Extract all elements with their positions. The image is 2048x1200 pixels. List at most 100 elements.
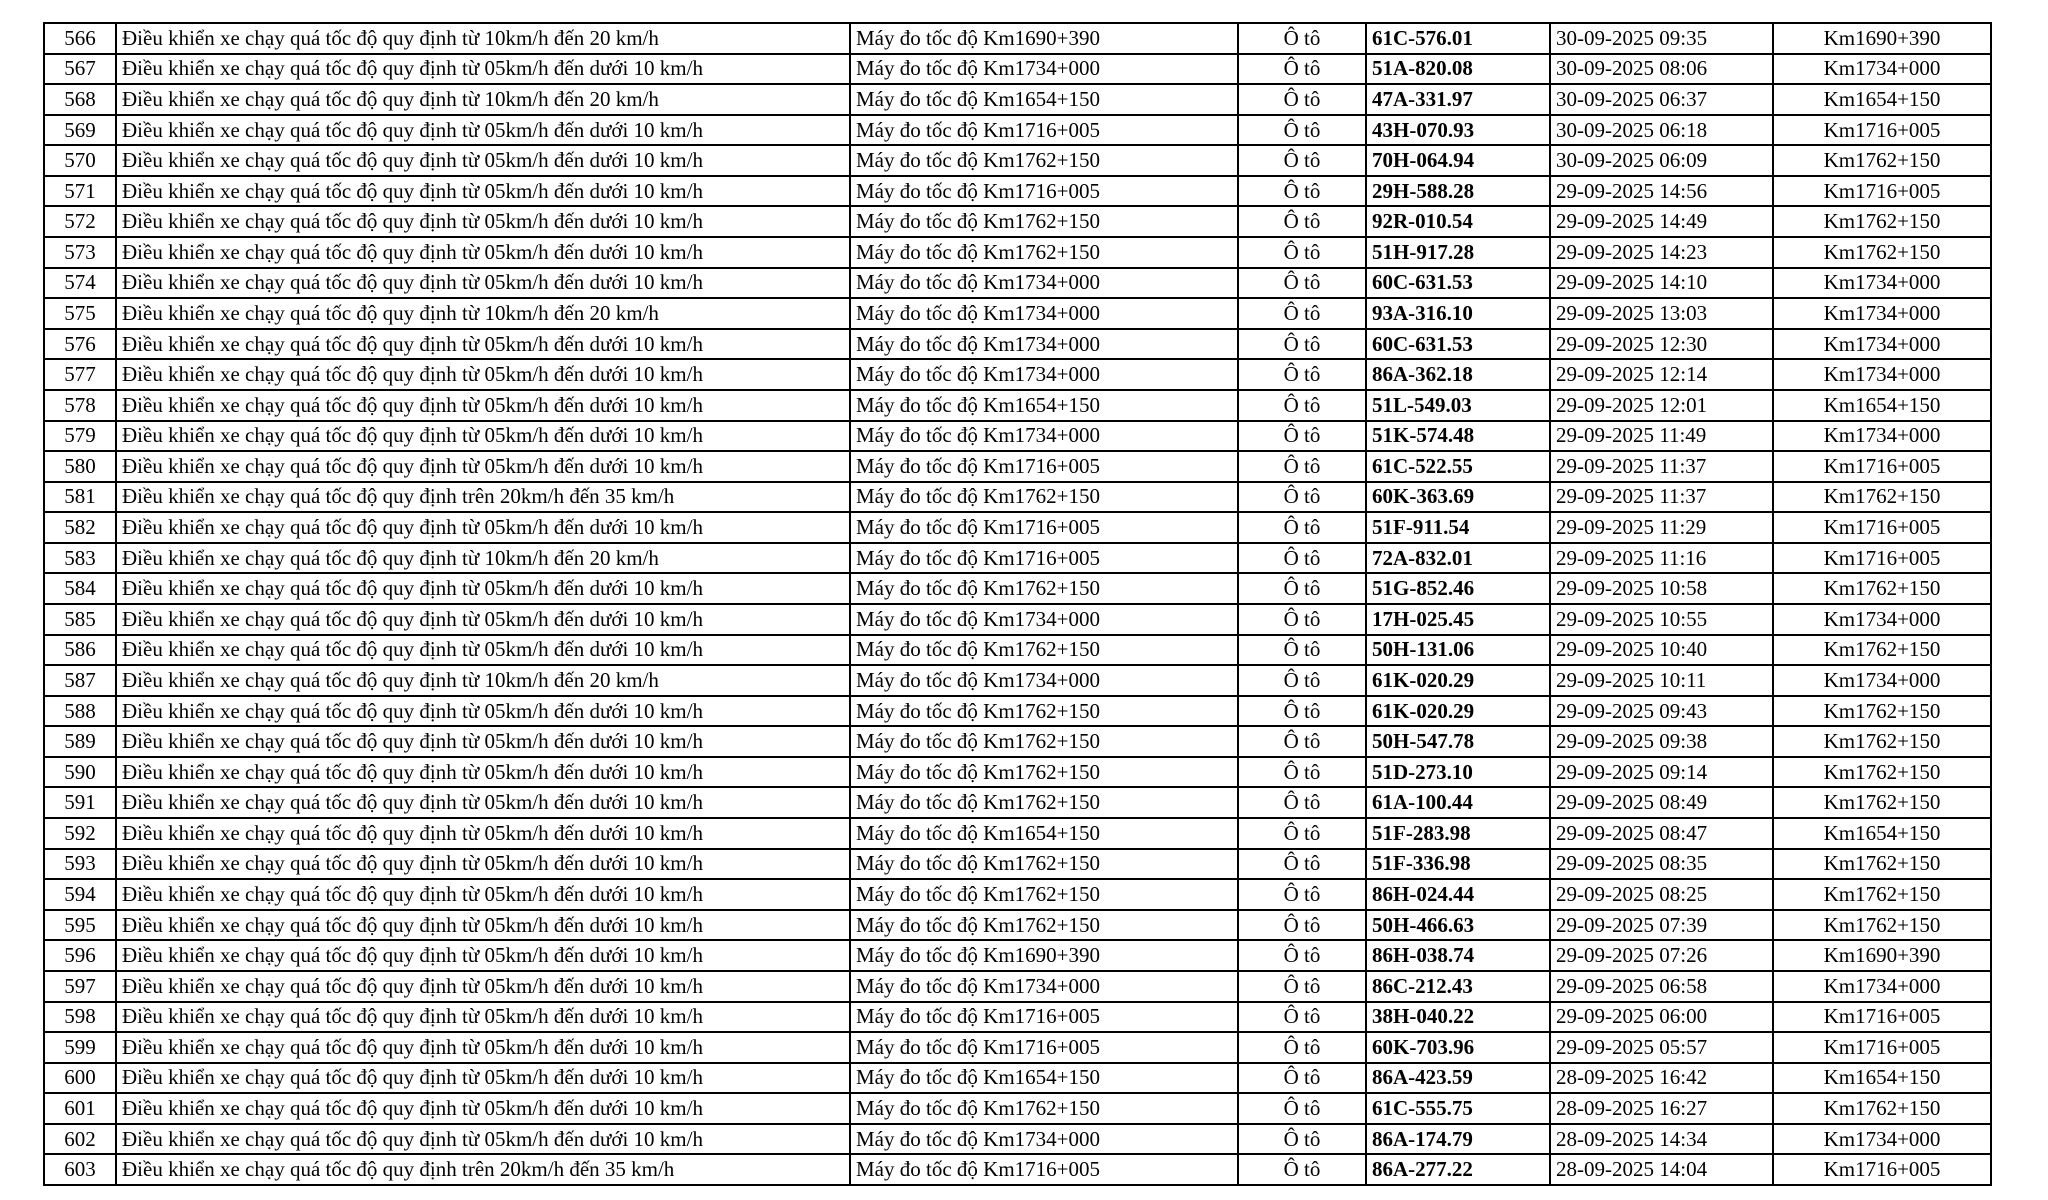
cell-device: Máy đo tốc độ Km1654+150 (849, 83, 1239, 116)
cell-device: Máy đo tốc độ Km1734+000 (849, 664, 1239, 697)
cell-device: Máy đo tốc độ Km1654+150 (849, 388, 1239, 422)
cell-datetime: 29-09-2025 05:57 (1549, 1031, 1774, 1064)
cell-plate: 60K-363.69 (1365, 480, 1551, 514)
cell-stt: 601 (43, 1092, 117, 1125)
cell-stt: 588 (43, 694, 117, 728)
cell-location: Km1654+150 (1772, 388, 1992, 422)
cell-stt: 585 (43, 602, 117, 636)
cell-stt: 574 (43, 266, 117, 300)
cell-location: Km1716+005 (1772, 450, 1992, 483)
cell-vehicle: Ô tô (1237, 939, 1367, 972)
cell-device: Máy đo tốc độ Km1762+150 (849, 205, 1239, 239)
cell-stt: 599 (43, 1031, 117, 1064)
cell-stt: 581 (43, 480, 117, 514)
cell-violation: Điều khiển xe chạy quá tốc độ quy định t… (115, 694, 851, 728)
cell-location: Km1762+150 (1772, 878, 1992, 911)
cell-plate: 61A-100.44 (1365, 786, 1551, 820)
table-row: 571 Điều khiển xe chạy quá tốc độ quy địn… (43, 174, 1992, 208)
cell-vehicle: Ô tô (1237, 358, 1367, 391)
cell-plate: 51D-273.10 (1365, 755, 1551, 789)
cell-stt: 602 (43, 1122, 117, 1156)
cell-datetime: 29-09-2025 14:23 (1549, 236, 1774, 269)
cell-vehicle: Ô tô (1237, 22, 1367, 55)
cell-datetime: 29-09-2025 11:37 (1549, 450, 1774, 483)
cell-vehicle: Ô tô (1237, 388, 1367, 422)
cell-device: Máy đo tốc độ Km1734+000 (849, 1122, 1239, 1156)
cell-violation: Điều khiển xe chạy quá tốc độ quy định t… (115, 602, 851, 636)
cell-device: Máy đo tốc độ Km1716+005 (849, 113, 1239, 147)
cell-stt: 597 (43, 969, 117, 1003)
cell-location: Km1716+005 (1772, 174, 1992, 208)
cell-device: Máy đo tốc độ Km1762+150 (849, 847, 1239, 881)
cell-device: Máy đo tốc độ Km1762+150 (849, 786, 1239, 820)
table-row: 568 Điều khiển xe chạy quá tốc độ quy địn… (43, 83, 1992, 116)
cell-location: Km1716+005 (1772, 1000, 1992, 1034)
cell-device: Máy đo tốc độ Km1734+000 (849, 419, 1239, 453)
cell-stt: 584 (43, 572, 117, 605)
cell-plate: 86A-174.79 (1365, 1122, 1551, 1156)
cell-plate: 60C-631.53 (1365, 327, 1551, 361)
cell-stt: 587 (43, 664, 117, 697)
cell-datetime: 28-09-2025 14:04 (1549, 1153, 1774, 1186)
cell-datetime: 29-09-2025 08:49 (1549, 786, 1774, 820)
cell-plate: 51H-917.28 (1365, 236, 1551, 269)
cell-device: Máy đo tốc độ Km1762+150 (849, 694, 1239, 728)
table-row: 594 Điều khiển xe chạy quá tốc độ quy địn… (43, 878, 1992, 911)
table-row: 573 Điều khiển xe chạy quá tốc độ quy địn… (43, 236, 1992, 269)
cell-location: Km1654+150 (1772, 817, 1992, 850)
cell-plate: 86H-038.74 (1365, 939, 1551, 972)
cell-plate: 51F-911.54 (1365, 511, 1551, 544)
cell-device: Máy đo tốc độ Km1762+150 (849, 908, 1239, 942)
table-row: 596 Điều khiển xe chạy quá tốc độ quy địn… (43, 939, 1992, 972)
cell-vehicle: Ô tô (1237, 480, 1367, 514)
cell-datetime: 29-09-2025 11:37 (1549, 480, 1774, 514)
cell-violation: Điều khiển xe chạy quá tốc độ quy định t… (115, 755, 851, 789)
cell-vehicle: Ô tô (1237, 1092, 1367, 1125)
cell-stt: 586 (43, 633, 117, 667)
table-row: 600 Điều khiển xe chạy quá tốc độ quy địn… (43, 1061, 1992, 1095)
cell-vehicle: Ô tô (1237, 205, 1367, 239)
cell-violation: Điều khiển xe chạy quá tốc độ quy định t… (115, 633, 851, 667)
cell-vehicle: Ô tô (1237, 297, 1367, 330)
cell-device: Máy đo tốc độ Km1762+150 (849, 1092, 1239, 1125)
cell-violation: Điều khiển xe chạy quá tốc độ quy định t… (115, 83, 851, 116)
cell-plate: 43H-070.93 (1365, 113, 1551, 147)
cell-datetime: 30-09-2025 06:18 (1549, 113, 1774, 147)
cell-violation: Điều khiển xe chạy quá tốc độ quy định t… (115, 878, 851, 911)
cell-location: Km1762+150 (1772, 847, 1992, 881)
cell-vehicle: Ô tô (1237, 1000, 1367, 1034)
cell-vehicle: Ô tô (1237, 174, 1367, 208)
cell-datetime: 29-09-2025 10:40 (1549, 633, 1774, 667)
table-row: 598 Điều khiển xe chạy quá tốc độ quy địn… (43, 1000, 1992, 1034)
cell-violation: Điều khiển xe chạy quá tốc độ quy định t… (115, 480, 851, 514)
cell-violation: Điều khiển xe chạy quá tốc độ quy định t… (115, 1092, 851, 1125)
table-row: 587 Điều khiển xe chạy quá tốc độ quy địn… (43, 664, 1992, 697)
table-row: 590 Điều khiển xe chạy quá tốc độ quy địn… (43, 755, 1992, 789)
cell-datetime: 29-09-2025 10:58 (1549, 572, 1774, 605)
table-row: 580 Điều khiển xe chạy quá tốc độ quy địn… (43, 450, 1992, 483)
cell-device: Máy đo tốc độ Km1734+000 (849, 52, 1239, 86)
cell-stt: 568 (43, 83, 117, 116)
cell-device: Máy đo tốc độ Km1690+390 (849, 939, 1239, 972)
cell-device: Máy đo tốc độ Km1716+005 (849, 174, 1239, 208)
cell-plate: 51A-820.08 (1365, 52, 1551, 86)
cell-stt: 570 (43, 144, 117, 177)
cell-location: Km1762+150 (1772, 725, 1992, 758)
cell-stt: 571 (43, 174, 117, 208)
cell-device: Máy đo tốc độ Km1654+150 (849, 1061, 1239, 1095)
cell-vehicle: Ô tô (1237, 1122, 1367, 1156)
cell-device: Máy đo tốc độ Km1734+000 (849, 327, 1239, 361)
cell-vehicle: Ô tô (1237, 633, 1367, 667)
cell-stt: 567 (43, 52, 117, 86)
cell-device: Máy đo tốc độ Km1690+390 (849, 22, 1239, 55)
cell-datetime: 29-09-2025 10:55 (1549, 602, 1774, 636)
cell-vehicle: Ô tô (1237, 847, 1367, 881)
cell-stt: 594 (43, 878, 117, 911)
cell-location: Km1762+150 (1772, 1092, 1992, 1125)
cell-device: Máy đo tốc độ Km1734+000 (849, 266, 1239, 300)
cell-device: Máy đo tốc độ Km1762+150 (849, 144, 1239, 177)
cell-location: Km1734+000 (1772, 664, 1992, 697)
cell-plate: 61C-522.55 (1365, 450, 1551, 483)
cell-datetime: 30-09-2025 08:06 (1549, 52, 1774, 86)
cell-vehicle: Ô tô (1237, 511, 1367, 544)
